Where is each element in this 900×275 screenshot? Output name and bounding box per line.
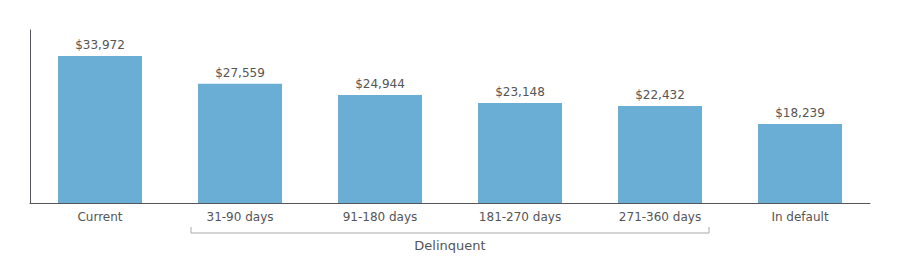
svg-text:In default: In default bbox=[771, 210, 828, 224]
svg-text:$27,559: $27,559 bbox=[215, 66, 265, 80]
svg-text:$22,432: $22,432 bbox=[635, 88, 685, 102]
svg-text:31-90 days: 31-90 days bbox=[206, 210, 273, 224]
svg-text:$18,239: $18,239 bbox=[775, 106, 825, 120]
svg-text:$33,972: $33,972 bbox=[75, 38, 125, 52]
svg-text:$23,148: $23,148 bbox=[495, 85, 545, 99]
svg-text:Current: Current bbox=[77, 210, 122, 224]
svg-text:Delinquent: Delinquent bbox=[414, 238, 485, 253]
svg-text:$24,944: $24,944 bbox=[355, 77, 405, 91]
svg-text:91-180 days: 91-180 days bbox=[343, 210, 418, 224]
svg-text:181-270 days: 181-270 days bbox=[479, 210, 561, 224]
svg-text:271-360 days: 271-360 days bbox=[619, 210, 701, 224]
